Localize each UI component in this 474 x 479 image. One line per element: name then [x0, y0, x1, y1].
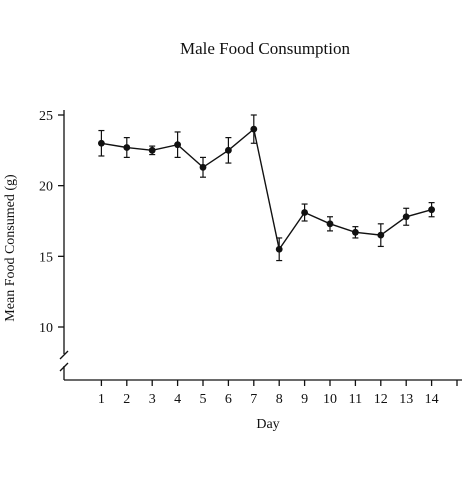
data-point [377, 231, 385, 239]
x-tick-label: 9 [301, 392, 308, 407]
x-tick-label: 14 [425, 392, 439, 407]
data-point [428, 206, 435, 214]
x-tick-label: 5 [200, 392, 207, 407]
y-tick-label: 15 [39, 250, 53, 265]
chart-title: Male Food Consumption [180, 39, 351, 58]
series-line [101, 127, 432, 252]
data-point [326, 220, 334, 228]
axis-break-mark [59, 362, 69, 372]
data-point [199, 163, 207, 171]
data-marks [98, 114, 435, 262]
data-point [402, 213, 410, 221]
axes [59, 110, 462, 381]
data-point [174, 141, 182, 149]
data-point [98, 139, 105, 147]
x-tick-label: 13 [399, 392, 413, 407]
x-tick-label: 7 [250, 392, 257, 407]
y-tick-label: 25 [39, 109, 53, 124]
x-tick-label: 3 [149, 392, 156, 407]
y-axis-label: Mean Food Consumed (g) [3, 174, 18, 322]
y-tick-label: 20 [39, 180, 53, 195]
y-tick-label: 10 [39, 321, 53, 336]
data-point [123, 144, 131, 151]
x-tick-label: 4 [174, 392, 181, 407]
data-point [275, 245, 283, 253]
data-point [250, 125, 258, 133]
x-tick-label: 12 [374, 392, 388, 407]
x-axis-label: Day [256, 417, 279, 432]
data-point [352, 228, 359, 236]
data-point [148, 146, 156, 154]
x-tick-label: 2 [123, 392, 130, 407]
x-tick-label: 8 [276, 392, 283, 407]
data-point [301, 209, 308, 216]
x-tick-label: 1 [98, 392, 105, 407]
data-point [225, 146, 232, 154]
x-tick-label: 10 [323, 392, 337, 407]
x-tick-label: 11 [349, 392, 362, 407]
x-tick-label: 6 [225, 392, 232, 407]
axis-break-mark [59, 350, 69, 360]
